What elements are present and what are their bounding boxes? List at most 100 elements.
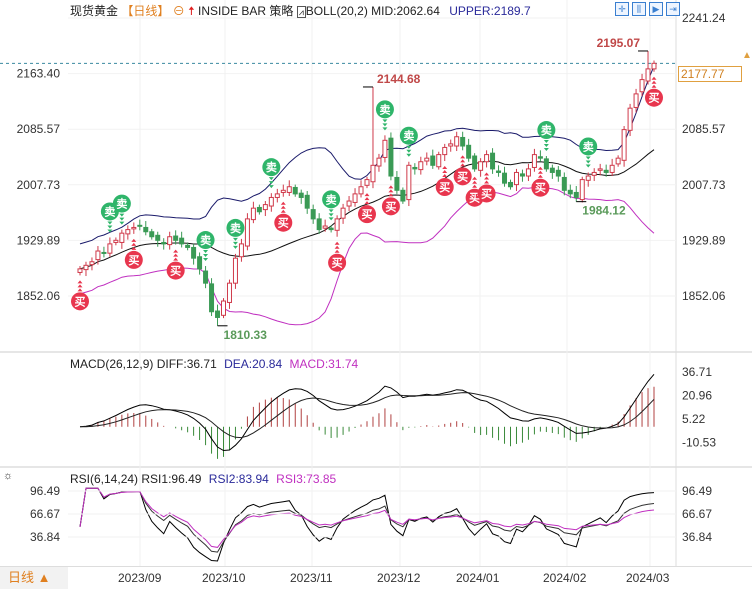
signal-arrow-icon	[232, 237, 238, 241]
signal-arrow-icon	[406, 149, 412, 153]
signal-label: 卖	[230, 221, 241, 235]
candle-body	[430, 155, 436, 166]
signal-badge	[112, 194, 131, 213]
price-tick-left: 2163.40	[17, 67, 61, 81]
sell-signal[interactable]: 卖	[375, 100, 394, 131]
sell-signal[interactable]: 卖	[537, 121, 556, 152]
buy-signal[interactable]: 买	[645, 76, 663, 107]
candle-body	[89, 261, 95, 266]
signal-label: 卖	[116, 197, 127, 211]
period-selector[interactable]: 日线 ▲	[0, 567, 68, 589]
signal-arrow-icon	[268, 177, 274, 181]
macd-tick: -10.53	[682, 436, 716, 450]
sell-signal[interactable]: 卖	[112, 194, 131, 225]
signal-arrow-icon	[107, 229, 113, 233]
candle-body	[561, 176, 567, 191]
candle-body	[466, 144, 472, 159]
x-tick: 2024/02	[543, 571, 587, 585]
sell-signal[interactable]: 卖	[579, 137, 598, 168]
candle-body	[531, 154, 537, 168]
crosshair-icon[interactable]: ✛	[615, 2, 629, 16]
signal-arrow-icon	[537, 174, 543, 178]
settings-icon[interactable]: ☼	[3, 470, 14, 482]
last-price-box: 2177.77	[678, 66, 742, 82]
play-icon[interactable]: ▶	[649, 2, 663, 16]
price-tick-left: 2007.73	[17, 178, 61, 192]
signal-arrow-icon	[460, 155, 466, 159]
signal-arrow-icon	[232, 241, 238, 245]
buy-signal[interactable]: 买	[381, 185, 400, 216]
sell-signal[interactable]: 卖	[196, 231, 215, 262]
buy-signal[interactable]: 买	[531, 166, 550, 197]
strategy-label[interactable]: INSIDE BAR 策略	[198, 4, 294, 18]
signal-label: 买	[481, 187, 492, 200]
candle-body	[573, 191, 579, 198]
signal-arrow-icon	[268, 185, 274, 189]
signal-arrow-icon	[382, 119, 388, 123]
candle-body	[418, 161, 424, 171]
buy-signal[interactable]: 买	[358, 193, 376, 224]
candle-body	[460, 136, 466, 147]
buy-signal[interactable]: 买	[435, 166, 454, 197]
signal-arrow-icon	[173, 257, 179, 261]
symbol-name: 现货黄金	[70, 4, 119, 18]
signal-badge	[645, 88, 663, 107]
signal-arrow-icon	[651, 84, 657, 88]
candle-body	[484, 154, 490, 163]
price-tick: 2085.57	[682, 122, 726, 136]
signal-label: 买	[457, 170, 468, 183]
signal-label: 卖	[583, 139, 594, 153]
sell-signal[interactable]: 卖	[226, 218, 245, 249]
candle-body	[400, 189, 406, 202]
exit-icon[interactable]: ⇥	[666, 2, 680, 16]
signal-badge	[322, 190, 341, 209]
candle-body	[627, 107, 633, 131]
buy-signal[interactable]: 买	[166, 249, 185, 280]
signal-arrow-icon	[484, 180, 490, 184]
candle-body	[388, 137, 394, 177]
buy-signal[interactable]: 买	[124, 238, 143, 269]
chart-header: 现货黄金 【日线】 ⊖ 🠅 INSIDE BAR 策略 ⩘ BOLL(20,2) …	[70, 2, 531, 23]
bars-icon[interactable]: ⫼	[632, 2, 646, 16]
rsi-tick: 96.49	[682, 484, 712, 498]
alert-icon[interactable]: ▲	[742, 50, 752, 61]
rsi-tick: 66.67	[682, 507, 712, 521]
signal-label: 卖	[541, 123, 552, 137]
candle-body	[95, 250, 101, 261]
signal-arrow-icon	[119, 221, 125, 225]
signal-arrow-icon	[388, 185, 394, 189]
signal-arrow-icon	[472, 184, 478, 188]
signal-label: 卖	[326, 192, 337, 206]
price-tick: 1929.89	[682, 233, 726, 247]
candle-body	[149, 231, 155, 238]
buy-signal[interactable]: 买	[328, 241, 347, 272]
signal-arrow-icon	[328, 213, 334, 217]
signal-label: 买	[332, 257, 343, 270]
sell-signal[interactable]: 卖	[399, 126, 418, 157]
price-tick-left: 1929.89	[17, 233, 61, 247]
sell-signal[interactable]: 卖	[262, 158, 281, 189]
candle-body	[346, 200, 352, 207]
signal-arrow-icon	[537, 166, 543, 170]
candle-body	[591, 171, 597, 176]
buy-signal[interactable]: 买	[477, 172, 496, 203]
sell-signal[interactable]: 卖	[322, 190, 341, 221]
signal-badge	[226, 218, 245, 237]
signal-badge	[381, 197, 400, 216]
rsi-tick-left: 36.84	[30, 530, 60, 544]
zoom-icon[interactable]: ⊖	[172, 4, 185, 18]
boll-upper-line	[79, 65, 655, 245]
boll-icon[interactable]: ⩘	[296, 6, 306, 18]
candle-body	[424, 157, 430, 162]
buy-signal[interactable]: 买	[453, 155, 472, 186]
rsi2: RSI2:83.94	[208, 472, 269, 486]
candle-body	[197, 256, 203, 270]
buy-signal[interactable]: 买	[71, 280, 89, 311]
macd-tick: 20.96	[682, 389, 712, 403]
signal-arrow-icon	[119, 217, 125, 221]
buy-signal[interactable]: 买	[274, 201, 293, 232]
boll-upper: UPPER:2189.7	[449, 4, 531, 18]
signal-arrow-icon	[107, 225, 113, 229]
signal-arrow-icon	[334, 245, 340, 249]
